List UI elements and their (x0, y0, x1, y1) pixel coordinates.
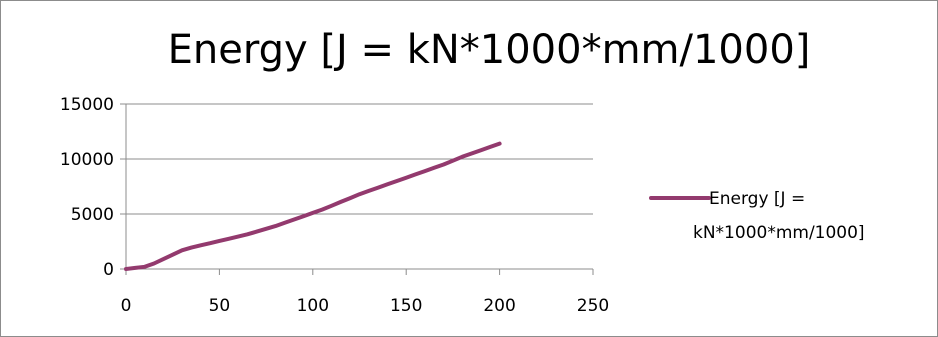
gridlines (126, 103, 593, 215)
tick-labels: 0 5000 10000 15000 0 50 100 150 200 250 (60, 95, 609, 316)
legend: Energy [J = kN*1000*mm/1000] (649, 189, 865, 243)
y-tick-label: 15000 (60, 95, 114, 115)
axes (120, 103, 594, 275)
x-tick-label: 100 (297, 296, 329, 316)
x-tick-label: 50 (209, 296, 231, 316)
chart-title: Energy [J = kN*1000*mm/1000] (168, 27, 811, 73)
legend-label-line1: Energy [J = (709, 189, 805, 209)
y-tick-label: 0 (103, 260, 114, 280)
series-group (124, 141, 502, 271)
x-tick-label: 150 (390, 296, 422, 316)
x-tick-label: 250 (577, 296, 609, 316)
series-line-energy (124, 141, 502, 271)
y-tick-label: 10000 (60, 150, 114, 170)
legend-label-line2: kN*1000*mm/1000] (693, 223, 865, 243)
x-tick-label: 200 (483, 296, 515, 316)
x-tick-label: 0 (121, 296, 132, 316)
y-tick-label: 5000 (71, 205, 114, 225)
